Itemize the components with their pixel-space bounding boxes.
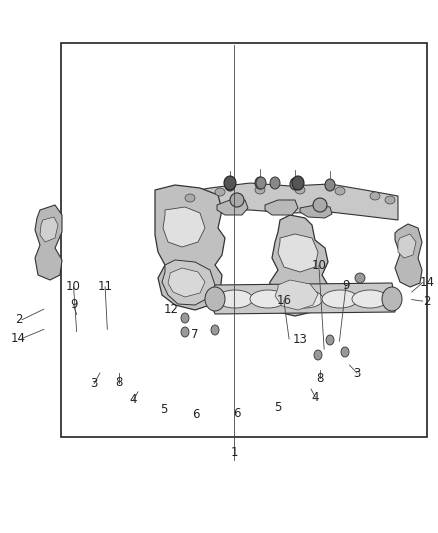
Ellipse shape xyxy=(181,313,189,323)
Ellipse shape xyxy=(326,335,334,345)
Text: 5: 5 xyxy=(275,401,282,414)
Ellipse shape xyxy=(370,192,380,200)
Polygon shape xyxy=(268,215,328,316)
Text: 8: 8 xyxy=(316,372,323,385)
Ellipse shape xyxy=(313,198,327,212)
Text: 10: 10 xyxy=(311,259,326,272)
Text: 12: 12 xyxy=(163,303,178,316)
Text: 3: 3 xyxy=(91,377,98,390)
Text: 8: 8 xyxy=(116,376,123,389)
Text: 9: 9 xyxy=(342,279,350,292)
Polygon shape xyxy=(35,205,62,280)
Ellipse shape xyxy=(211,325,219,335)
Ellipse shape xyxy=(250,290,286,308)
Polygon shape xyxy=(265,200,298,215)
Text: 9: 9 xyxy=(70,298,78,311)
Ellipse shape xyxy=(325,179,335,191)
Ellipse shape xyxy=(255,186,265,194)
Ellipse shape xyxy=(230,193,244,207)
Polygon shape xyxy=(278,234,318,272)
Polygon shape xyxy=(275,280,318,310)
Ellipse shape xyxy=(314,350,322,360)
Text: 3: 3 xyxy=(353,367,360,379)
Ellipse shape xyxy=(255,177,265,189)
Text: 14: 14 xyxy=(11,332,26,345)
Polygon shape xyxy=(175,183,398,220)
Polygon shape xyxy=(155,185,225,310)
Ellipse shape xyxy=(181,327,189,337)
Polygon shape xyxy=(398,234,416,258)
Ellipse shape xyxy=(385,196,395,204)
Ellipse shape xyxy=(382,287,402,311)
Ellipse shape xyxy=(335,187,345,195)
Text: 11: 11 xyxy=(98,280,113,293)
Text: 4: 4 xyxy=(311,391,319,403)
Polygon shape xyxy=(395,224,422,287)
Ellipse shape xyxy=(352,290,388,308)
Ellipse shape xyxy=(205,287,225,311)
Text: 1: 1 xyxy=(230,446,238,459)
Polygon shape xyxy=(40,217,58,242)
Text: 6: 6 xyxy=(233,407,240,419)
Text: 2: 2 xyxy=(423,295,431,308)
Ellipse shape xyxy=(290,178,300,190)
Polygon shape xyxy=(300,205,332,218)
Text: 7: 7 xyxy=(191,328,199,341)
Polygon shape xyxy=(162,260,215,305)
Text: 6: 6 xyxy=(192,408,200,421)
Ellipse shape xyxy=(225,179,235,191)
Text: 10: 10 xyxy=(66,280,81,293)
Ellipse shape xyxy=(270,177,280,189)
Ellipse shape xyxy=(215,188,225,196)
Bar xyxy=(61,43,427,437)
Ellipse shape xyxy=(295,186,305,194)
Text: 13: 13 xyxy=(293,333,307,346)
Polygon shape xyxy=(163,207,205,247)
Ellipse shape xyxy=(287,290,323,308)
Text: 5: 5 xyxy=(161,403,168,416)
Polygon shape xyxy=(168,268,205,297)
Ellipse shape xyxy=(322,290,358,308)
Ellipse shape xyxy=(292,176,304,190)
Ellipse shape xyxy=(185,194,195,202)
Ellipse shape xyxy=(217,290,253,308)
Ellipse shape xyxy=(355,273,365,283)
Text: 2: 2 xyxy=(14,313,22,326)
Text: 14: 14 xyxy=(420,276,434,289)
Polygon shape xyxy=(217,200,248,215)
Ellipse shape xyxy=(256,177,266,189)
Text: 16: 16 xyxy=(276,294,291,307)
Polygon shape xyxy=(210,283,395,314)
Ellipse shape xyxy=(341,347,349,357)
Ellipse shape xyxy=(224,176,236,190)
Text: 4: 4 xyxy=(130,393,138,406)
